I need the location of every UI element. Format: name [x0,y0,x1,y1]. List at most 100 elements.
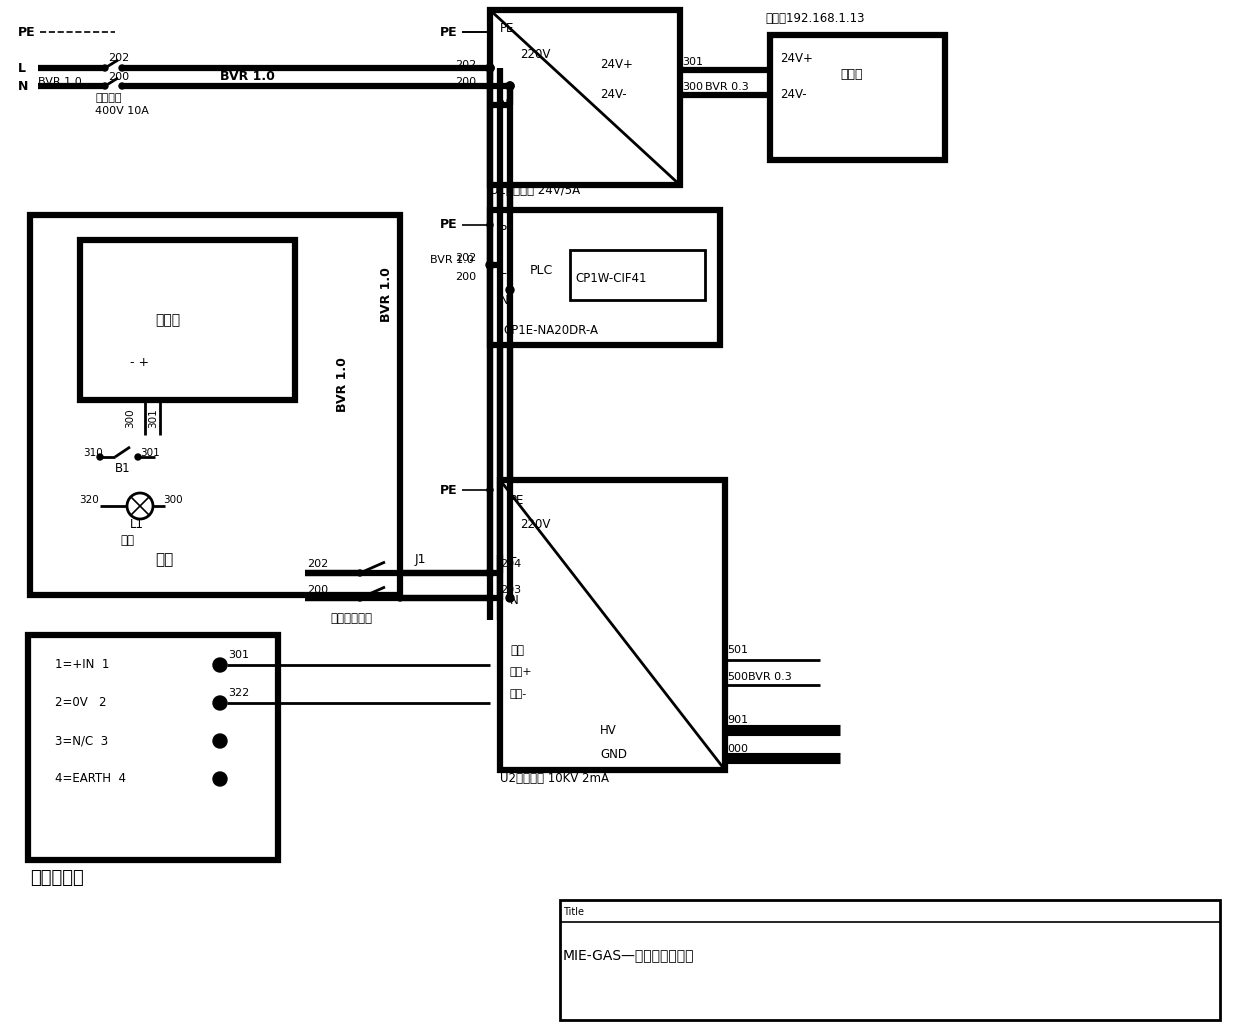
Text: L: L [500,73,506,87]
Circle shape [506,82,515,90]
Circle shape [506,594,515,602]
Text: PE: PE [440,483,458,497]
Text: Title: Title [563,907,584,917]
Text: 24V-: 24V- [600,89,626,101]
Text: BVR 1.0: BVR 1.0 [336,357,348,412]
Circle shape [213,696,227,710]
Text: L1: L1 [130,519,144,532]
Bar [770,35,945,160]
Text: 24V+: 24V+ [600,59,632,71]
Circle shape [397,570,403,576]
Text: N: N [19,80,29,93]
Circle shape [357,570,363,576]
Text: 301: 301 [140,448,160,458]
Text: 300: 300 [682,82,703,92]
Text: 310: 310 [83,448,103,458]
Text: 外控: 外控 [510,644,525,657]
Circle shape [487,222,494,228]
Text: MIE-GAS—供电回路，面板: MIE-GAS—供电回路，面板 [563,948,694,962]
Text: 202: 202 [308,559,329,569]
Text: 高压电源供电: 高压电源供电 [330,612,372,625]
Text: 触控屏: 触控屏 [839,68,863,82]
Circle shape [97,453,103,460]
Circle shape [102,65,108,71]
Bar [29,635,278,860]
Bar [490,210,720,345]
Circle shape [357,595,363,601]
Text: 触摸屏: 触摸屏 [155,313,180,327]
Bar [81,240,295,400]
Text: 24V+: 24V+ [780,52,813,64]
Text: U1开关电源 24V/5A: U1开关电源 24V/5A [490,184,580,196]
Text: BVR 0.3: BVR 0.3 [706,82,749,92]
Circle shape [486,261,494,269]
Text: 300: 300 [125,408,135,428]
Text: 501: 501 [727,645,748,655]
Text: 地址：192.168.1.13: 地址：192.168.1.13 [765,11,864,25]
Text: 1=+IN  1: 1=+IN 1 [55,658,109,671]
Text: PE: PE [500,223,515,237]
Text: U2高压电源 10KV 2mA: U2高压电源 10KV 2mA [500,772,609,784]
Circle shape [102,83,108,89]
Text: 2=0V   2: 2=0V 2 [55,696,107,710]
Text: 220V: 220V [520,49,551,62]
Text: 000: 000 [727,744,748,754]
Text: 200: 200 [108,72,129,82]
Circle shape [397,595,403,601]
Text: 黑线-: 黑线- [510,689,527,699]
Text: 204: 204 [500,559,521,569]
Text: 202: 202 [455,253,476,263]
Text: 300: 300 [162,495,182,505]
Text: BVR 1.0: BVR 1.0 [219,70,275,84]
Text: PE: PE [500,22,515,34]
Text: PE: PE [440,26,458,38]
Text: 203: 203 [500,585,521,595]
Bar [560,900,1220,1020]
Text: HV: HV [600,723,616,737]
Text: GND: GND [600,749,627,761]
Text: 301: 301 [228,650,249,660]
Text: PE: PE [440,219,458,231]
Text: J1: J1 [415,554,427,566]
Text: BVR 1.0: BVR 1.0 [379,268,393,322]
Text: B1: B1 [115,462,130,474]
Text: 301: 301 [682,57,703,67]
Text: 3=N/C  3: 3=N/C 3 [55,734,108,748]
Text: PLC: PLC [529,263,553,277]
Text: 空气开关: 空气开关 [95,93,122,103]
Text: 200: 200 [308,585,329,595]
Text: L: L [500,263,506,277]
Text: - +: - + [130,355,149,369]
Text: N: N [500,293,508,307]
Text: 4=EARTH  4: 4=EARTH 4 [55,773,126,785]
Text: 202: 202 [108,53,129,63]
Text: 901: 901 [727,715,748,725]
Text: N: N [500,98,508,112]
Text: 320: 320 [79,495,99,505]
Circle shape [506,82,515,90]
Bar [500,480,725,770]
Text: PE: PE [19,26,36,38]
Text: 200: 200 [455,77,476,87]
Text: CP1E-NA20DR-A: CP1E-NA20DR-A [503,323,598,337]
Text: BVR 1.0: BVR 1.0 [430,255,474,265]
Text: BVR 0.3: BVR 0.3 [748,672,792,682]
Text: 301: 301 [148,408,157,428]
Text: 400V 10A: 400V 10A [95,106,149,116]
Text: L: L [19,62,26,74]
Circle shape [506,286,515,294]
Circle shape [486,64,494,72]
Text: 24V-: 24V- [780,89,807,101]
Text: PE: PE [510,494,525,506]
Circle shape [119,83,125,89]
Circle shape [486,64,494,72]
Bar [570,250,706,300]
Bar [30,215,401,595]
Text: BVR 1.0: BVR 1.0 [38,77,82,87]
Text: 压阻传感器: 压阻传感器 [30,869,84,887]
Text: 点火: 点火 [120,533,134,546]
Text: 黄线+: 黄线+ [510,667,533,677]
Text: CP1W-CIF41: CP1W-CIF41 [575,272,646,284]
Circle shape [213,772,227,786]
Text: 202: 202 [455,60,476,70]
